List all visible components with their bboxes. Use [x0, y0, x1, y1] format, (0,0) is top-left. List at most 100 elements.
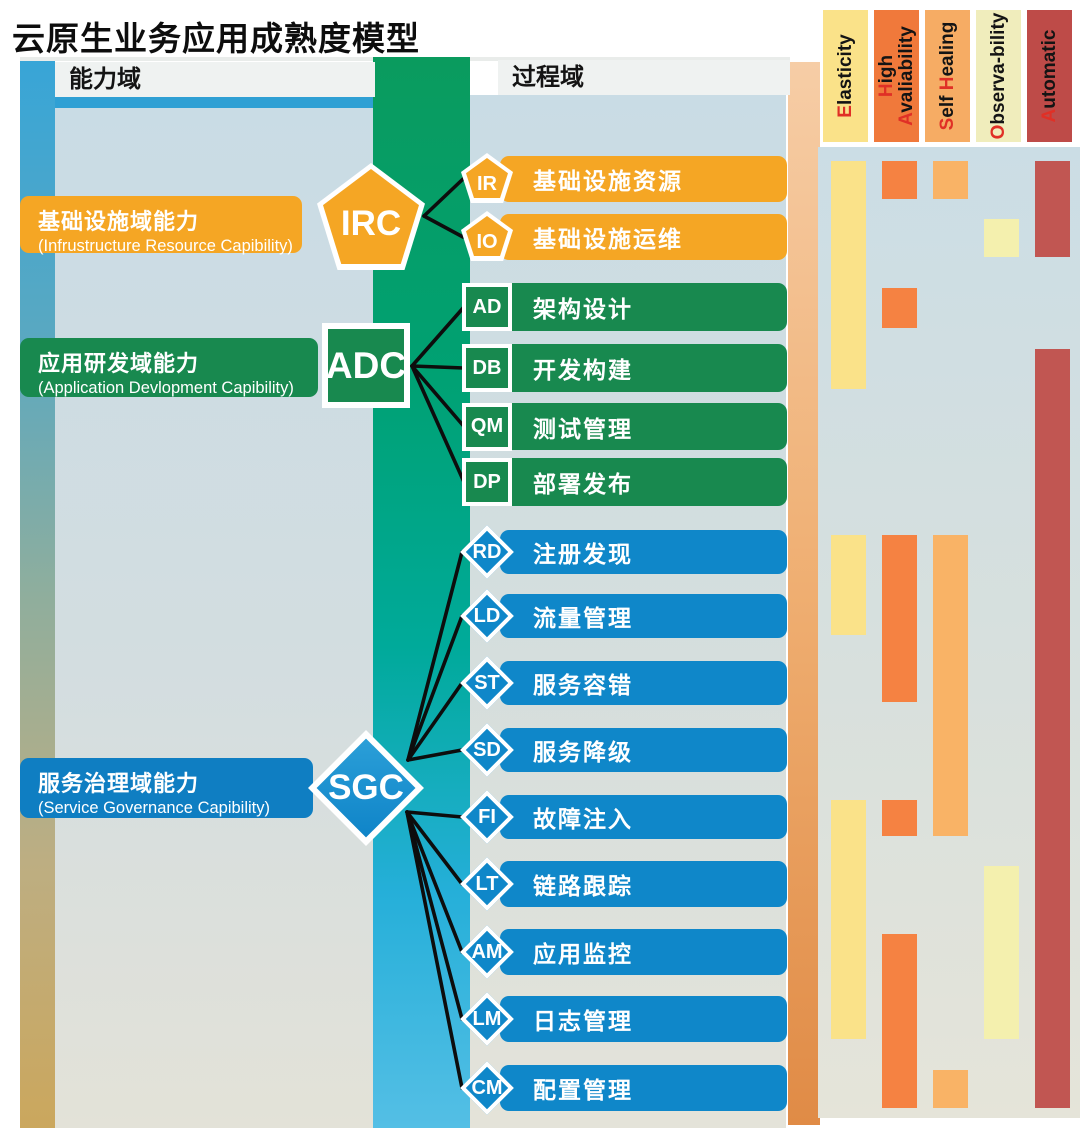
process-row-label: 部署发布 — [533, 471, 633, 497]
process-badge-lm: LM — [459, 991, 515, 1047]
attribute-header-label: High Avaliability — [875, 26, 917, 126]
process-badge-abbr: AM — [471, 940, 503, 963]
matrix-bar-high-availability-ad — [882, 288, 917, 328]
process-row-ir: 基础设施资源 — [500, 156, 787, 202]
capability-name: 基础设施域能力 — [38, 209, 200, 234]
process-row-label: 服务容错 — [533, 672, 633, 698]
process-badge-qm: QM — [462, 402, 512, 451]
process-row-am: 应用监控 — [500, 929, 787, 975]
matrix-bar-automatic-db — [1035, 349, 1070, 1108]
capability-domain-header: 能力域 — [55, 62, 375, 97]
process-row-label: 配置管理 — [533, 1077, 633, 1103]
process-row-label: 服务降级 — [533, 739, 633, 765]
attribute-header-elasticity: Elasticity — [823, 10, 868, 142]
page-title: 云原生业务应用成熟度模型 — [12, 20, 420, 57]
capability-bar-adc: 应用研发域能力 (Application Devlopment Capibili… — [20, 338, 318, 397]
process-badge-abbr: DB — [472, 356, 502, 379]
matrix-bar-elasticity-rd — [831, 535, 866, 635]
process-row-label: 流量管理 — [533, 605, 633, 631]
capability-name: 服务治理域能力 — [38, 771, 200, 796]
square-icon — [462, 283, 512, 331]
matrix-bar-high-availability-am — [882, 934, 917, 1108]
attribute-header-self-healing: Self Healing — [925, 10, 970, 142]
attribute-header-label: Self Healing — [936, 21, 958, 131]
process-row-dp: 部署发布 — [500, 458, 787, 506]
matrix-bar-automatic-ir — [1035, 161, 1070, 257]
process-badge-dp: DP — [462, 458, 512, 506]
process-badge-ad: AD — [462, 283, 512, 331]
matrix-bar-self-healing-ir — [933, 161, 968, 199]
matrix-bar-observability-io — [984, 219, 1019, 257]
process-badge-abbr: QM — [470, 415, 504, 437]
sgc-abbr: SGC — [328, 768, 404, 807]
process-badge-abbr: IO — [476, 230, 498, 253]
process-badge-fi: FI — [459, 789, 515, 845]
capability-panel — [55, 108, 373, 1128]
process-row-qm: 测试管理 — [500, 403, 787, 450]
process-badge-lt: LT — [459, 856, 515, 912]
adc-abbr: ADC — [325, 345, 407, 386]
process-badge-ir: IR — [461, 153, 513, 203]
irc-abbr: IRC — [340, 204, 402, 243]
matrix-bar-elasticity-ir — [831, 161, 866, 389]
process-row-ld: 流量管理 — [500, 594, 787, 638]
process-row-label: 应用监控 — [533, 941, 633, 967]
process-badge-abbr: SD — [473, 738, 501, 761]
square-icon — [462, 344, 512, 392]
process-badge-abbr: ST — [474, 671, 500, 694]
process-row-label: 日志管理 — [533, 1008, 633, 1034]
attribute-header-label: Observa-bility — [987, 12, 1009, 140]
attribute-header-label: Automatic — [1038, 29, 1060, 123]
process-badge-rd: RD — [459, 524, 515, 580]
process-badge-abbr: CM — [471, 1076, 503, 1099]
capability-name-en: (Infrustructure Resource Capibility) — [38, 237, 293, 255]
capability-name-en: (Service Governance Capibility) — [38, 799, 271, 817]
process-badge-abbr: DP — [473, 470, 501, 493]
process-badge-abbr: FI — [478, 805, 496, 828]
process-badge-db: DB — [462, 344, 512, 392]
capability-bar-irc: 基础设施域能力 (Infrustructure Resource Capibil… — [20, 196, 302, 255]
process-row-rd: 注册发现 — [500, 530, 787, 574]
square-icon — [462, 402, 512, 451]
process-domain-header: 过程域 — [498, 60, 790, 95]
process-row-label: 故障注入 — [533, 806, 633, 832]
matrix-bar-high-availability-fi — [882, 800, 917, 836]
matrix-bar-elasticity-fi — [831, 800, 866, 1039]
process-badge-abbr: LD — [473, 604, 501, 627]
process-row-label: 基础设施运维 — [533, 226, 683, 252]
process-row-label: 基础设施资源 — [533, 168, 683, 194]
process-row-sd: 服务降级 — [500, 728, 787, 772]
process-row-label: 架构设计 — [533, 296, 633, 322]
process-row-label: 测试管理 — [533, 415, 633, 442]
process-badge-st: ST — [459, 655, 515, 711]
capability-name-en: (Application Devlopment Capibility) — [38, 379, 294, 397]
process-badge-am: AM — [459, 924, 515, 980]
adc-square-shape — [322, 323, 410, 408]
matrix-bar-observability-lt — [984, 866, 1019, 1039]
process-badge-ld: LD — [459, 588, 515, 644]
process-badge-abbr: AD — [472, 295, 502, 318]
attribute-header-automatic: Automatic — [1027, 10, 1072, 142]
attribute-header-label: Elasticity — [834, 34, 856, 118]
attribute-header-high-availability: High Avaliability — [874, 10, 919, 142]
process-row-lt: 链路跟踪 — [500, 861, 787, 907]
process-badge-cm: CM — [459, 1060, 515, 1116]
process-row-label: 注册发现 — [533, 541, 633, 567]
capability-header-underline — [55, 97, 373, 108]
process-row-label: 开发构建 — [533, 357, 633, 383]
process-badge-abbr: LM — [472, 1007, 502, 1030]
matrix-bar-high-availability-rd — [882, 535, 917, 702]
process-row-fi: 故障注入 — [500, 795, 787, 839]
process-row-lm: 日志管理 — [500, 996, 787, 1042]
process-badge-abbr: RD — [472, 540, 502, 563]
matrix-bar-high-availability-ir — [882, 161, 917, 199]
process-badge-io: IO — [461, 211, 513, 261]
process-row-label: 链路跟踪 — [533, 873, 633, 899]
attribute-header-observability: Observa-bility — [976, 10, 1021, 142]
capability-name: 应用研发域能力 — [38, 351, 200, 376]
matrix-bar-self-healing-cm — [933, 1070, 968, 1108]
capability-bar-sgc: 服务治理域能力 (Service Governance Capibility) — [20, 758, 313, 818]
process-badge-abbr: IR — [477, 172, 497, 195]
process-row-db: 开发构建 — [500, 344, 787, 392]
